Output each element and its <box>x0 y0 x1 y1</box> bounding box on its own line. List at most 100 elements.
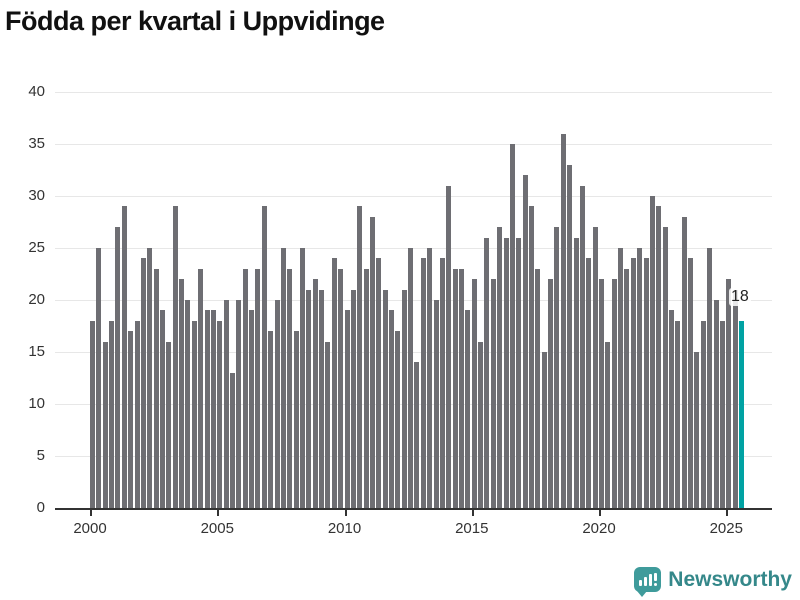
gridline <box>55 144 772 145</box>
bar <box>497 227 503 508</box>
bar <box>134 320 140 508</box>
bar <box>325 341 331 508</box>
bar <box>490 279 496 508</box>
bar <box>229 372 235 508</box>
y-axis-tick-label: 15 <box>28 343 45 360</box>
gridline <box>55 404 772 405</box>
bar <box>516 237 522 508</box>
bar <box>376 258 382 508</box>
bar <box>223 300 229 508</box>
bar <box>656 206 662 508</box>
bar <box>172 206 178 508</box>
bar <box>401 289 407 508</box>
x-axis-tick <box>90 510 92 516</box>
bar <box>268 331 274 508</box>
bar <box>102 341 108 508</box>
bar <box>675 320 681 508</box>
y-axis-tick-label: 35 <box>28 135 45 152</box>
y-axis-tick-label: 40 <box>28 83 45 100</box>
bar <box>599 279 604 508</box>
bar <box>554 227 560 508</box>
bar <box>573 237 579 508</box>
bar <box>503 237 509 508</box>
bar <box>719 320 725 508</box>
gridline <box>55 300 772 301</box>
gridline <box>55 196 772 197</box>
bar <box>128 331 134 508</box>
bar <box>185 300 191 508</box>
bar <box>452 268 458 508</box>
bar <box>713 300 719 508</box>
bar <box>611 279 617 508</box>
bar <box>261 206 267 508</box>
x-axis-line <box>55 508 772 510</box>
x-axis-tick-label: 2010 <box>327 520 362 537</box>
bar-value-label: 18 <box>729 288 751 306</box>
bar <box>395 331 401 508</box>
bar <box>579 185 585 508</box>
bar <box>726 279 732 508</box>
gridline <box>55 92 772 93</box>
y-axis-tick-label: 5 <box>36 447 45 464</box>
bar <box>153 268 159 508</box>
bar <box>420 258 426 508</box>
x-axis-tick-label: 2000 <box>73 520 107 537</box>
bar <box>280 248 286 508</box>
x-axis-tick <box>471 510 474 516</box>
bar <box>433 300 439 508</box>
bar <box>344 310 350 508</box>
bar <box>541 352 547 508</box>
bar <box>446 185 452 508</box>
bar <box>414 362 420 508</box>
bar <box>649 196 655 508</box>
bar <box>191 320 197 508</box>
bar <box>630 258 636 508</box>
bar <box>166 341 172 508</box>
bar <box>643 258 649 508</box>
bar <box>560 133 566 508</box>
x-axis-tick-label: 2005 <box>200 520 234 537</box>
bar <box>242 268 248 508</box>
bar <box>287 268 293 508</box>
bar <box>299 248 305 508</box>
bar <box>439 258 445 508</box>
bar <box>592 227 598 508</box>
y-axis-tick-label: 0 <box>36 499 45 516</box>
bar <box>471 279 477 508</box>
bar <box>668 310 674 508</box>
bar <box>700 320 706 508</box>
bar <box>357 206 363 508</box>
bar <box>389 310 395 508</box>
bar <box>115 227 121 508</box>
x-axis-tick <box>726 510 729 516</box>
bar <box>338 268 344 508</box>
bar <box>605 341 611 508</box>
bar <box>236 300 242 508</box>
bar <box>567 164 573 508</box>
x-axis-tick-label: 2015 <box>455 520 489 537</box>
x-axis-tick <box>344 510 347 516</box>
bar <box>109 320 115 508</box>
bar <box>465 310 471 508</box>
bar <box>293 331 299 508</box>
bar <box>618 248 624 508</box>
bar <box>204 310 210 508</box>
bar <box>427 248 433 508</box>
highlighted-bar <box>738 320 744 508</box>
x-axis-tick <box>599 510 601 516</box>
footer-branding: Newsworthy <box>634 567 792 597</box>
bar <box>509 144 515 508</box>
bar <box>529 206 534 508</box>
bar <box>274 300 280 508</box>
bar <box>140 258 146 508</box>
bar <box>210 310 216 508</box>
bar <box>662 227 668 508</box>
x-axis-tick-label: 2020 <box>582 520 616 537</box>
bar <box>363 268 369 508</box>
bar <box>382 289 388 508</box>
bar <box>90 320 95 508</box>
bar <box>459 268 465 508</box>
bar <box>198 268 204 508</box>
bar <box>249 310 255 508</box>
bar <box>694 352 700 508</box>
